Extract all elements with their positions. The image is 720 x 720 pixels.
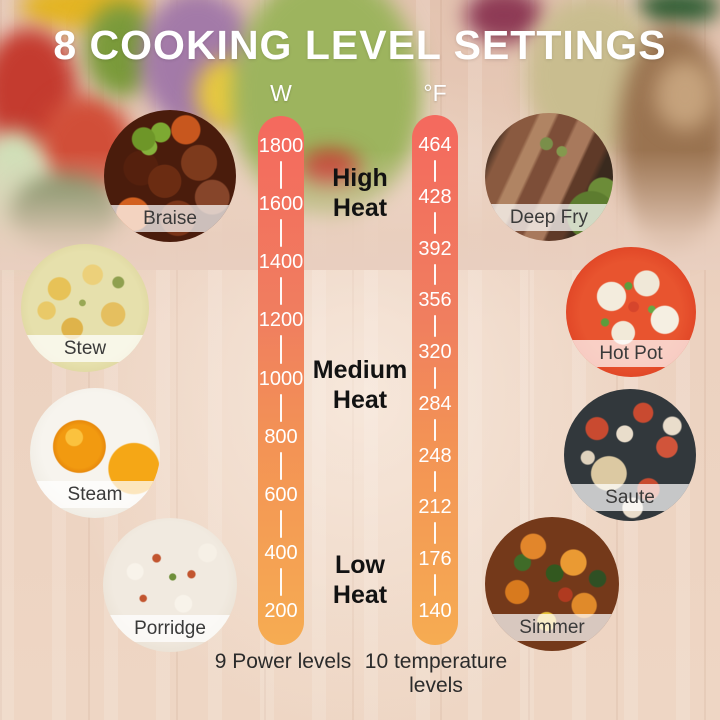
dish-label: Braise [143, 207, 197, 229]
tick-line [434, 160, 436, 182]
tick-line [434, 211, 436, 234]
tick-line [434, 263, 436, 286]
dish-label: Hot Pot [599, 342, 663, 364]
tick-label: 1600 [258, 193, 304, 216]
fahrenheit-unit-label: °F [423, 80, 447, 106]
tick-line [434, 470, 436, 493]
tick-label: 200 [264, 600, 298, 622]
tick-label: 464 [418, 134, 452, 156]
dish-label-band: Hot Pot [566, 340, 696, 367]
tick-label: 248 [418, 444, 452, 467]
dish-steam: Steam [30, 388, 160, 518]
dish-label: Simmer [519, 616, 585, 638]
dish-label-band: Deep Fry [485, 204, 613, 231]
power-scale-bar: 1800 1600 1400 1200 1000 800 600 400 200 [258, 116, 304, 645]
tick-label: 1800 [258, 135, 304, 157]
medium-heat-label: Medium Heat [312, 356, 408, 414]
dish-braise: Braise [104, 110, 236, 242]
tick-line [434, 522, 436, 545]
dish-label: Steam [67, 483, 123, 505]
tick-label: 1200 [258, 309, 304, 332]
tick-label: 1400 [258, 251, 304, 274]
red-onion-blob [465, 0, 543, 43]
temperature-scale-bar: 464 428 392 356 320 284 248 212 176 140 [412, 115, 458, 645]
dish-stew: Stew [21, 244, 149, 372]
dish-saute: Saute [564, 389, 696, 521]
high-heat-label: High Heat [332, 164, 388, 222]
mushroom-light-blob [655, 60, 715, 130]
page-title: 8 COOKING LEVEL SETTINGS [53, 22, 667, 68]
tick-line [280, 161, 282, 190]
tick-label: 212 [418, 496, 452, 519]
tick-line [280, 393, 282, 422]
dish-deep-fry: Deep Fry [485, 113, 613, 241]
tick-line [434, 315, 436, 338]
tick-label: 284 [418, 392, 452, 415]
dish-hot-pot: Hot Pot [566, 247, 696, 377]
low-heat-label: Low Heat [332, 551, 388, 609]
tick-line [280, 335, 282, 364]
dish-label: Porridge [134, 617, 206, 639]
dish-label-band: Saute [564, 484, 696, 511]
tick-label: 320 [418, 341, 452, 364]
tick-label: 176 [418, 548, 452, 571]
temperature-levels-caption: 10 temperature levels [364, 650, 508, 698]
tick-label: 400 [264, 541, 298, 564]
tick-line [280, 451, 282, 480]
tick-label: 356 [418, 289, 452, 312]
tick-label: 600 [264, 483, 298, 506]
dish-label: Saute [605, 486, 655, 508]
dish-label-band: Steam [30, 481, 160, 508]
power-levels-caption: 9 Power levels [214, 650, 352, 673]
dish-label-band: Simmer [485, 614, 619, 641]
dish-label-band: Porridge [103, 615, 237, 642]
tick-line [280, 567, 282, 596]
dish-label: Deep Fry [509, 206, 589, 228]
tick-line [434, 418, 436, 441]
tick-label: 428 [418, 185, 452, 208]
dish-simmer: Simmer [485, 517, 619, 651]
tick-label: 800 [264, 425, 298, 448]
watt-unit-label: W [270, 80, 292, 106]
tick-label: 392 [418, 237, 452, 260]
tick-line [280, 509, 282, 538]
dish-porridge: Porridge [103, 518, 237, 652]
tick-label: 140 [418, 600, 452, 623]
cucumber-blob [636, 0, 720, 24]
dish-label-band: Stew [21, 335, 149, 362]
dish-label-band: Braise [104, 205, 236, 232]
tick-line [434, 574, 436, 597]
tick-line [280, 219, 282, 248]
tick-label: 1000 [258, 367, 304, 390]
dish-label: Stew [63, 337, 107, 359]
tick-line [280, 277, 282, 306]
tick-line [434, 367, 436, 389]
